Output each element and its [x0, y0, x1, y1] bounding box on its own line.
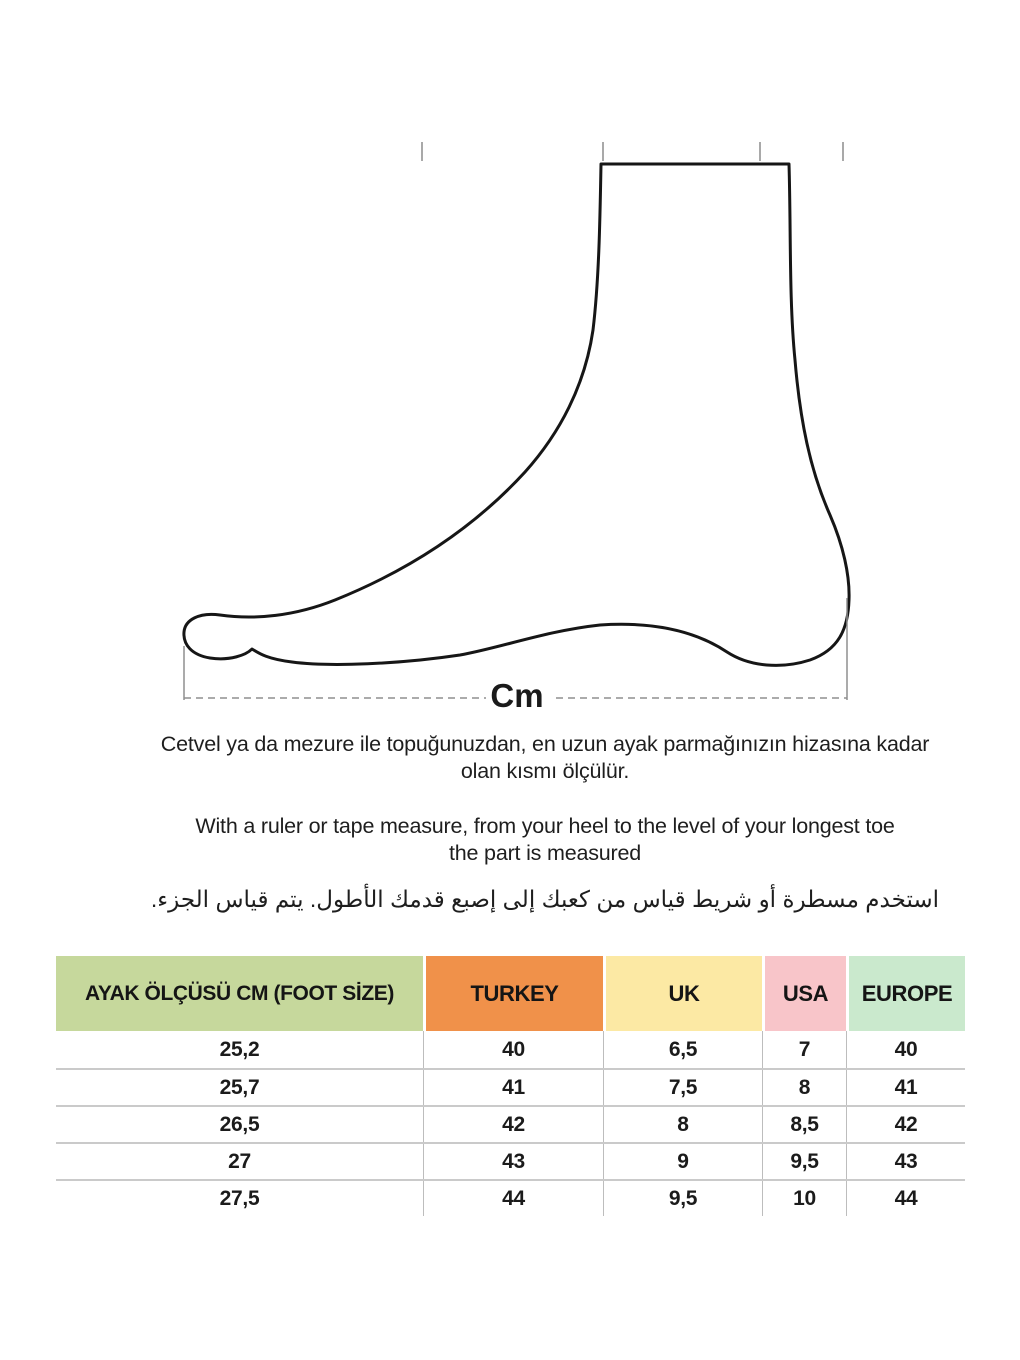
- instruction-arabic-line1: استخدم مسطرة أو شريط قياس من كعبك إلى إص…: [150, 886, 940, 912]
- cell-cm: 25,2: [56, 1031, 423, 1068]
- cm-label: Cm: [490, 677, 543, 714]
- instruction-english: With a ruler or tape measure, from your …: [70, 813, 1020, 867]
- table-header-row: AYAK ÖLÇÜSÜ CM (FOOT SİZE) TURKEY UK USA…: [56, 956, 965, 1031]
- header-usa: USA: [762, 956, 846, 1031]
- cell-europe: 44: [846, 1181, 965, 1216]
- cell-uk: 9,5: [603, 1181, 762, 1216]
- cell-usa: 9,5: [762, 1144, 846, 1179]
- ruler-tick-icon: [421, 142, 844, 161]
- cell-cm: 26,5: [56, 1107, 423, 1142]
- cell-cm: 27,5: [56, 1181, 423, 1216]
- table-row: 27 43 9 9,5 43: [56, 1142, 965, 1179]
- header-europe: EUROPE: [846, 956, 965, 1031]
- cell-usa: 8,5: [762, 1107, 846, 1142]
- cell-uk: 8: [603, 1107, 762, 1142]
- header-turkey: TURKEY: [423, 956, 603, 1031]
- table-row: 25,2 40 6,5 7 40: [56, 1031, 965, 1068]
- table-row: 26,5 42 8 8,5 42: [56, 1105, 965, 1142]
- cell-uk: 9: [603, 1144, 762, 1179]
- instruction-english-line2: the part is measured: [449, 841, 641, 865]
- cell-usa: 7: [762, 1031, 846, 1068]
- measurement-line: [183, 598, 848, 700]
- cell-europe: 40: [846, 1031, 965, 1068]
- cell-europe: 43: [846, 1144, 965, 1179]
- cell-cm: 27: [56, 1144, 423, 1179]
- header-foot-size-cm: AYAK ÖLÇÜSÜ CM (FOOT SİZE): [56, 956, 423, 1031]
- cell-uk: 7,5: [603, 1070, 762, 1105]
- instruction-turkish-line1: Cetvel ya da mezure ile topuğunuzdan, en…: [160, 732, 930, 756]
- instruction-turkish-line2: olan kısmı ölçülür.: [460, 759, 630, 783]
- cell-usa: 8: [762, 1070, 846, 1105]
- header-uk: UK: [603, 956, 762, 1031]
- instruction-arabic: استخدم مسطرة أو شريط قياس من كعبك إلى إص…: [70, 884, 1020, 914]
- cell-turkey: 42: [423, 1107, 603, 1142]
- instruction-english-line1: With a ruler or tape measure, from your …: [195, 814, 895, 838]
- foot-measurement-diagram: Cm: [182, 142, 851, 714]
- cell-europe: 41: [846, 1070, 965, 1105]
- cell-europe: 42: [846, 1107, 965, 1142]
- cell-turkey: 40: [423, 1031, 603, 1068]
- cell-turkey: 44: [423, 1181, 603, 1216]
- table-row: 27,5 44 9,5 10 44: [56, 1179, 965, 1216]
- cell-usa: 10: [762, 1181, 846, 1216]
- cell-turkey: 41: [423, 1070, 603, 1105]
- size-conversion-table: AYAK ÖLÇÜSÜ CM (FOOT SİZE) TURKEY UK USA…: [56, 956, 965, 1216]
- instruction-turkish: Cetvel ya da mezure ile topuğunuzdan, en…: [70, 731, 1020, 785]
- table-row: 25,7 41 7,5 8 41: [56, 1068, 965, 1105]
- cell-uk: 6,5: [603, 1031, 762, 1068]
- foot-outline: [182, 162, 851, 667]
- cell-cm: 25,7: [56, 1070, 423, 1105]
- cell-turkey: 43: [423, 1144, 603, 1179]
